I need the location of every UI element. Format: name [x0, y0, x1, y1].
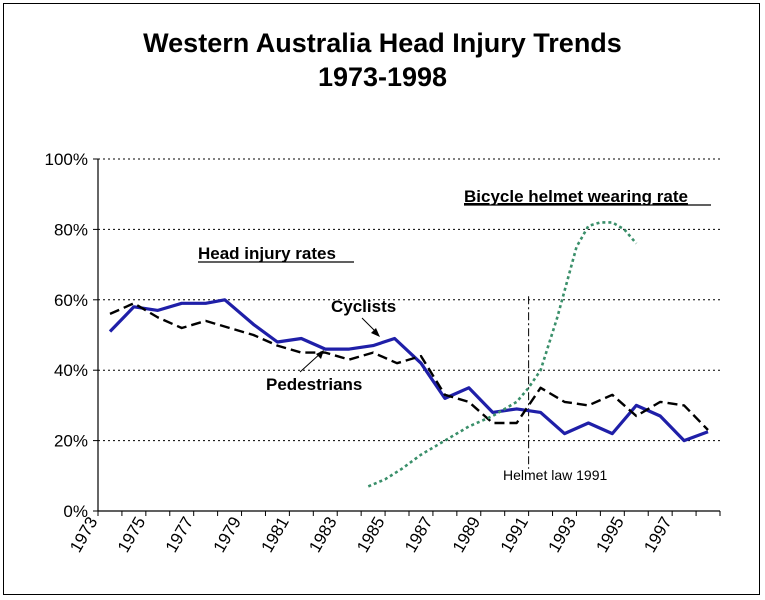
- x-tick-label: 1975: [114, 514, 149, 556]
- series-line-pedestrians: [109, 302, 709, 431]
- x-tick-label: 1983: [305, 514, 340, 556]
- chart-frame: [3, 3, 760, 595]
- pedestrians-arrowhead: [316, 350, 324, 359]
- x-tick-label: 1993: [545, 514, 580, 556]
- annotation-cyclists: Cyclists: [331, 297, 396, 316]
- y-tick-label: 20%: [54, 432, 88, 451]
- annotation-helmet-law: Helmet law 1991: [503, 467, 607, 483]
- x-tick-label: 1989: [449, 514, 484, 556]
- series-line-cyclists: [108, 298, 709, 443]
- x-tick-label: 1997: [640, 514, 675, 556]
- x-tick-label: 1985: [353, 514, 388, 556]
- x-tick-label: 1981: [257, 514, 292, 556]
- annotation-helmet-rate: Bicycle helmet wearing rate: [464, 187, 688, 206]
- y-tick-label: 60%: [54, 291, 88, 310]
- y-tick-label: 100%: [45, 150, 88, 169]
- chart-title-line2: 1973-1998: [317, 62, 448, 92]
- y-tick-label: 40%: [54, 361, 88, 380]
- annotation-pedestrians: Pedestrians: [266, 375, 362, 394]
- x-tick-label: 1977: [162, 514, 197, 556]
- y-tick-label: 0%: [63, 502, 88, 521]
- series-line-bicycle-helmet-wearing-rate: [367, 221, 638, 488]
- x-tick-label: 1979: [210, 514, 245, 556]
- x-tick-label: 1995: [592, 514, 627, 556]
- chart-title-line1: Western Australia Head Injury Trends: [143, 28, 622, 58]
- x-tick-label: 1987: [401, 514, 436, 556]
- annotation-head-injury-rates: Head injury rates: [198, 244, 336, 263]
- cyclists-arrowhead: [371, 328, 380, 337]
- x-tick-label: 1991: [497, 514, 532, 556]
- y-tick-label: 80%: [54, 220, 88, 239]
